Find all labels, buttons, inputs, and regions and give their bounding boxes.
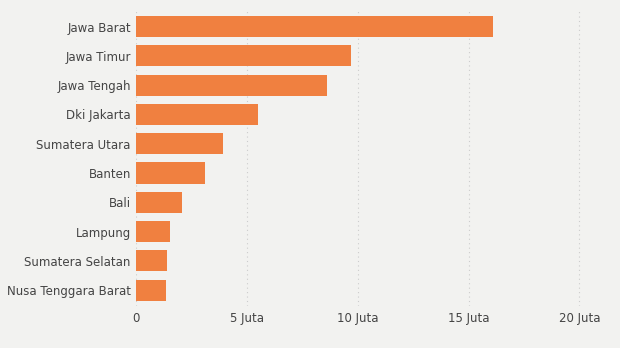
- Bar: [136, 133, 223, 154]
- Bar: [136, 104, 258, 125]
- Bar: [136, 16, 493, 37]
- Bar: [136, 221, 170, 242]
- Bar: [136, 74, 327, 96]
- Bar: [136, 163, 205, 183]
- Bar: [136, 279, 166, 301]
- Bar: [136, 192, 182, 213]
- Bar: [136, 250, 167, 271]
- Bar: [136, 45, 351, 66]
